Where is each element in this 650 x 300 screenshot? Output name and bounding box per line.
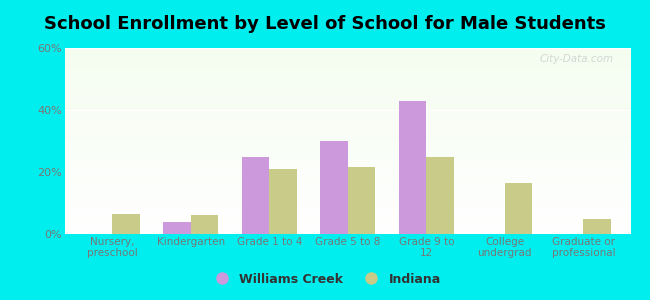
Bar	[348, 167, 375, 234]
Bar	[242, 157, 269, 234]
Bar	[320, 141, 348, 234]
Bar	[505, 183, 532, 234]
Bar	[190, 215, 218, 234]
Bar	[426, 157, 454, 234]
Legend: Williams Creek, Indiana: Williams Creek, Indiana	[204, 268, 446, 291]
Bar	[584, 218, 611, 234]
Bar	[269, 169, 296, 234]
Bar	[112, 214, 140, 234]
Bar	[399, 101, 426, 234]
Bar	[163, 222, 190, 234]
Text: School Enrollment by Level of School for Male Students: School Enrollment by Level of School for…	[44, 15, 606, 33]
Text: City-Data.com: City-Data.com	[540, 54, 614, 64]
